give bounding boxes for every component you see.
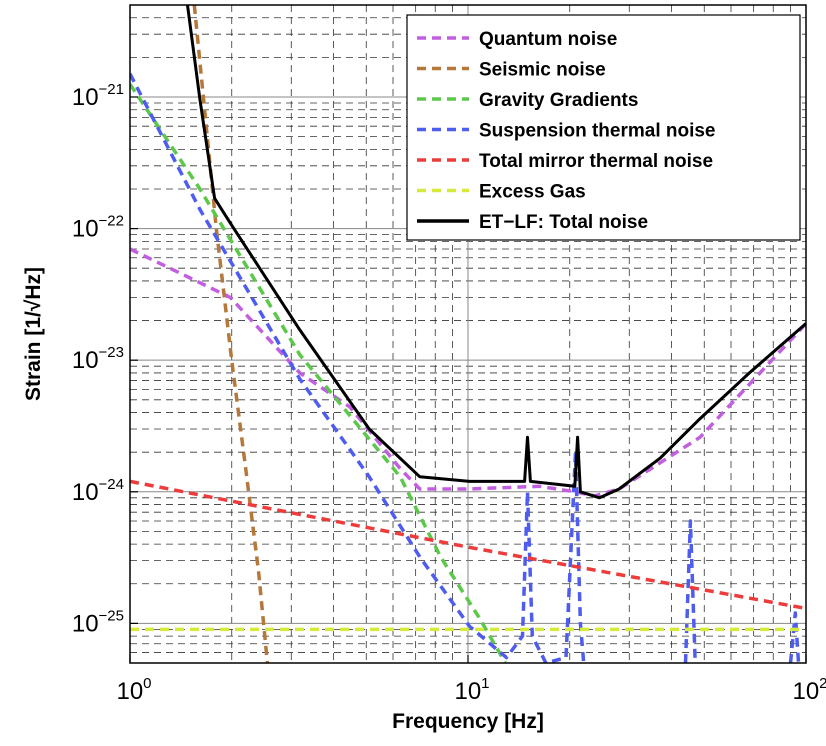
- tick-label: 10−21: [72, 81, 124, 111]
- series-line: [130, 247, 806, 498]
- legend-label: ET−LF: Total noise: [479, 212, 648, 233]
- tick-label: 10−22: [72, 213, 124, 243]
- tick-label: 10−25: [72, 607, 124, 637]
- tick-label: 10−24: [72, 476, 124, 506]
- legend-label: Seismic noise: [479, 60, 606, 81]
- tick-exponent: −21: [99, 81, 124, 98]
- x-axis-label: Frequency [Hz]: [392, 710, 544, 733]
- tick-exponent: 2: [819, 675, 826, 692]
- tick-base: 10: [72, 347, 99, 374]
- legend-label: Gravity Gradients: [479, 90, 638, 111]
- series-line: [130, 479, 806, 611]
- tick-label: 101: [454, 675, 489, 705]
- legend-box: [406, 14, 801, 241]
- legend-label: Total mirror thermal noise: [479, 151, 713, 172]
- series-line: [130, 72, 801, 663]
- tick-base: 10: [72, 479, 99, 506]
- series-line: [186, 5, 806, 500]
- tick-label: 102: [792, 675, 826, 705]
- y-axis-label: Strain [1/√Hz]: [22, 267, 45, 401]
- tick-base: 10: [72, 84, 99, 111]
- curves: [130, 5, 806, 663]
- legend-label: Suspension thermal noise: [479, 121, 716, 142]
- tick-exponent: −25: [99, 607, 124, 624]
- tick-exponent: −22: [99, 213, 124, 230]
- legend-label: Excess Gas: [479, 182, 586, 203]
- tick-exponent: 0: [143, 675, 151, 692]
- tick-base: 10: [72, 216, 99, 243]
- tick-label: 100: [116, 675, 151, 705]
- tick-exponent: 1: [481, 675, 489, 692]
- tick-base: 10: [116, 678, 143, 705]
- tick-base: 10: [454, 678, 481, 705]
- tick-exponent: −23: [99, 344, 124, 361]
- tick-base: 10: [72, 610, 99, 637]
- tick-base: 10: [792, 678, 819, 705]
- legend-label: Quantum noise: [479, 29, 617, 50]
- tick-label: 10−23: [72, 344, 124, 374]
- series-line: [130, 83, 507, 663]
- legend: Quantum noise Seismic noise Gravity Gradie…: [406, 14, 801, 241]
- tick-exponent: −24: [99, 476, 124, 493]
